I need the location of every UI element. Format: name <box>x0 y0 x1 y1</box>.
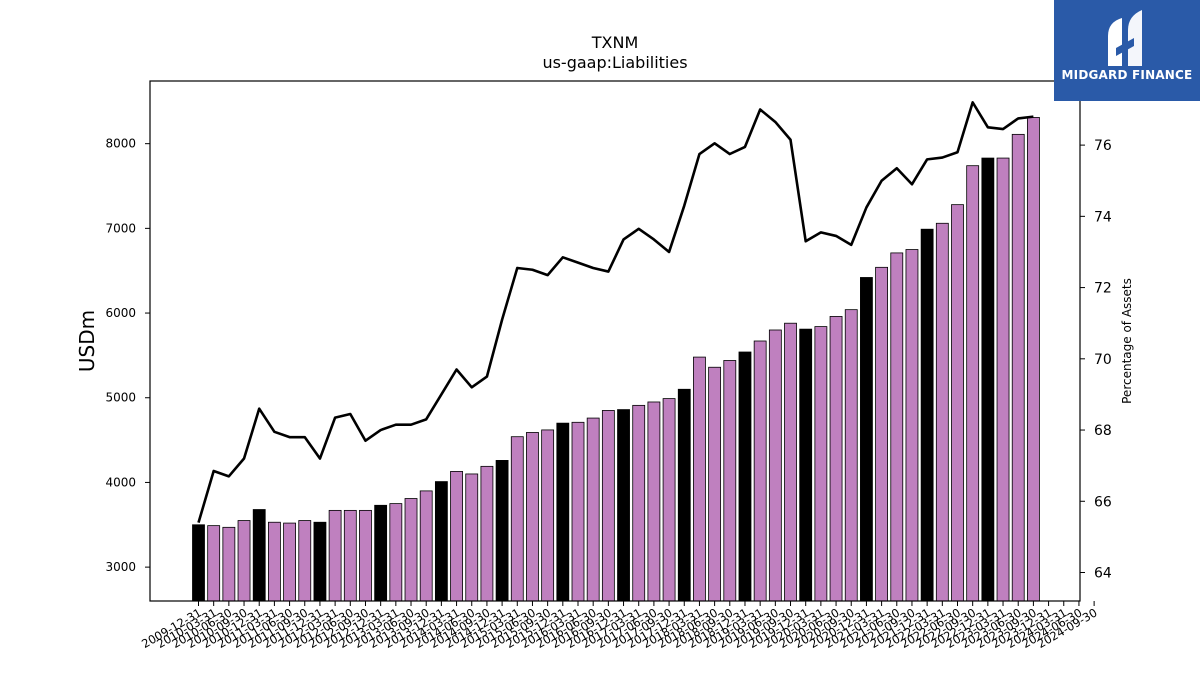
bar <box>662 398 676 602</box>
bar <box>359 509 372 602</box>
bar <box>586 417 600 602</box>
bar <box>207 525 221 602</box>
y-tick-label-left: 3000 <box>105 560 136 574</box>
bar <box>328 509 342 602</box>
y-tick-label-right: 76 <box>1094 138 1112 154</box>
percentage-line <box>197 101 1034 524</box>
bar <box>526 432 539 602</box>
bar <box>723 360 737 602</box>
bar <box>935 222 949 602</box>
bar <box>298 520 312 602</box>
y-tick-label-right: 70 <box>1094 352 1112 368</box>
bar <box>237 520 251 602</box>
bar <box>768 329 782 602</box>
bar <box>556 422 570 602</box>
bar <box>313 521 327 602</box>
bar <box>753 340 767 602</box>
logo-mark-icon <box>1108 10 1142 66</box>
bar <box>434 481 448 602</box>
bar <box>784 322 797 602</box>
y-tick-label-right: 64 <box>1094 566 1112 582</box>
y-tick-label-right: 74 <box>1094 209 1112 225</box>
bar <box>677 388 691 602</box>
bar <box>601 410 615 602</box>
chart-subtitle: us-gaap:Liabilities <box>542 53 687 72</box>
bar <box>875 266 888 602</box>
bar <box>252 509 266 602</box>
bar <box>617 409 630 602</box>
y-axis-label-left: USDm <box>75 310 99 372</box>
bar <box>1011 133 1025 602</box>
bar <box>450 471 463 602</box>
bar <box>1027 117 1040 602</box>
bar <box>693 356 706 602</box>
bar <box>192 524 205 602</box>
bar <box>222 526 236 602</box>
bar <box>343 509 357 602</box>
y-tick-label-right: 72 <box>1094 281 1112 297</box>
bar <box>465 473 479 602</box>
bar <box>860 277 873 602</box>
chart-title: TXNM <box>591 33 639 52</box>
y-tick-label-left: 8000 <box>105 137 136 151</box>
bar <box>495 460 509 602</box>
bar <box>267 521 281 602</box>
bar <box>510 436 524 602</box>
axes: 3000400050006000700080006466687072747620… <box>105 80 1112 651</box>
bar-series <box>192 117 1040 602</box>
bar <box>996 157 1010 602</box>
bar <box>480 465 494 602</box>
bar <box>632 404 646 602</box>
bar <box>647 401 661 602</box>
bar <box>920 228 934 602</box>
bar <box>283 522 296 602</box>
y-tick-label-left: 7000 <box>105 221 136 235</box>
bar <box>419 490 433 602</box>
bar <box>738 351 752 602</box>
bar <box>890 252 904 602</box>
bar <box>799 328 813 602</box>
bar <box>404 498 418 602</box>
y-tick-label-left: 6000 <box>105 306 136 320</box>
bar <box>844 309 858 602</box>
bar <box>951 204 964 602</box>
bar <box>708 366 722 602</box>
y-tick-label-left: 4000 <box>105 475 136 489</box>
bar <box>966 165 980 602</box>
y-axis-label-right: Percentage of Assets <box>1120 278 1134 404</box>
bar <box>814 326 828 602</box>
y-tick-label-right: 66 <box>1094 494 1112 510</box>
line-series <box>197 101 1034 524</box>
brand-logo: MIDGARD FINANCE <box>1054 0 1200 101</box>
bar <box>829 316 843 602</box>
y-tick-label-left: 5000 <box>105 391 136 405</box>
bar <box>389 503 403 602</box>
bar <box>905 249 919 602</box>
logo-text: MIDGARD FINANCE <box>1061 68 1193 82</box>
y-tick-label-right: 68 <box>1094 423 1112 439</box>
bar <box>571 421 585 602</box>
bar <box>981 157 995 602</box>
bar <box>541 429 555 602</box>
plot-frame <box>149 80 1081 602</box>
bar <box>374 504 388 602</box>
